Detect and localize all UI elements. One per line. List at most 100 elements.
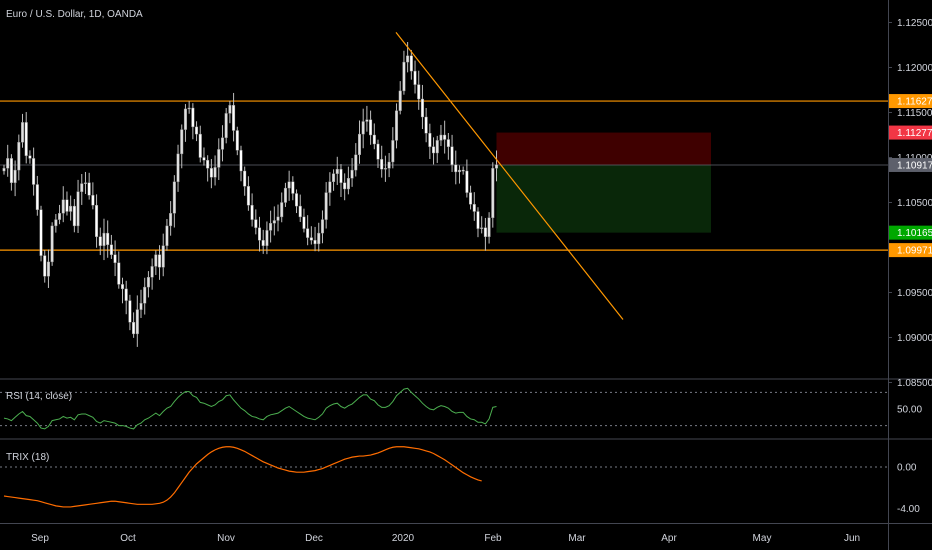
price-badge-label: 1.11627 <box>897 97 932 108</box>
candle <box>350 158 354 187</box>
candle <box>180 124 184 169</box>
x-tick-label: May <box>753 533 772 544</box>
candle-body <box>35 184 39 210</box>
candle <box>276 204 280 232</box>
candle <box>176 144 180 192</box>
rsi-y-tick-label: 50.00 <box>897 405 922 416</box>
candle-body <box>291 181 295 194</box>
candle <box>28 150 32 164</box>
candle-body <box>454 164 458 173</box>
candle-body <box>13 169 17 183</box>
candle-body <box>309 237 313 241</box>
trix-pane[interactable] <box>0 446 888 508</box>
candle <box>143 277 147 315</box>
candle-body <box>158 254 162 268</box>
candle <box>54 214 58 233</box>
candle-body <box>317 232 321 245</box>
candle-body <box>272 220 276 224</box>
candle-body <box>183 108 187 130</box>
candle <box>469 185 473 210</box>
candle <box>335 156 339 185</box>
candle <box>446 133 450 160</box>
candle-body <box>369 119 373 136</box>
candle <box>461 166 465 175</box>
candle <box>491 162 495 228</box>
price-badge <box>889 94 932 109</box>
candle-body <box>313 240 317 245</box>
candle-body <box>328 181 332 193</box>
candle-body <box>361 121 365 135</box>
candle-body <box>39 209 43 256</box>
candle <box>106 220 110 258</box>
candle <box>146 271 150 298</box>
y-tick-label: 1.09000 <box>897 333 932 344</box>
y-tick-label: 1.12500 <box>897 18 932 29</box>
candle <box>239 145 243 182</box>
candle <box>295 189 299 214</box>
candle <box>428 123 432 159</box>
candle <box>213 155 217 186</box>
candle <box>357 120 361 164</box>
candle <box>217 138 221 181</box>
candle <box>32 147 36 196</box>
rsi-pane[interactable] <box>0 387 888 430</box>
candle <box>250 193 254 227</box>
candle <box>61 186 65 223</box>
candle-body <box>91 195 95 206</box>
x-tick-label: Dec <box>305 533 323 544</box>
candle <box>9 154 13 191</box>
candle-body <box>150 266 154 278</box>
candle <box>472 192 476 221</box>
y-tick-label: 1.11500 <box>897 108 932 119</box>
candle-body <box>83 182 87 184</box>
candle <box>465 159 469 198</box>
candle-body <box>376 143 380 160</box>
candle <box>39 205 43 262</box>
candle-body <box>135 309 139 335</box>
candle-body <box>269 222 273 231</box>
candle <box>476 207 480 238</box>
candle <box>409 49 413 80</box>
x-tick-label: Oct <box>120 533 136 544</box>
candle <box>6 144 10 177</box>
x-tick-label: Jun <box>844 533 860 544</box>
candle-body <box>254 219 258 228</box>
candle-body <box>169 213 173 227</box>
candle-body <box>120 284 124 290</box>
y-tick-label: 1.09500 <box>897 288 932 299</box>
candle-body <box>113 254 117 263</box>
candle-body <box>58 213 62 220</box>
candle-body <box>387 161 391 169</box>
candle <box>443 120 447 154</box>
price-badge-label: 1.11277 <box>897 128 932 139</box>
candle-body <box>2 168 6 172</box>
candle-body <box>435 140 439 154</box>
trix-y-tick-label: 0.00 <box>897 462 917 473</box>
trix-line <box>3 446 482 508</box>
candle-body <box>424 116 428 134</box>
candle <box>380 145 384 178</box>
price-pane[interactable] <box>0 32 888 347</box>
candle <box>369 110 373 145</box>
candle <box>457 165 461 184</box>
candle <box>254 209 258 235</box>
candle-body <box>469 192 473 205</box>
candle <box>246 176 250 211</box>
candle <box>243 166 247 196</box>
candle <box>372 123 376 150</box>
candle-body <box>295 193 299 207</box>
candle-body <box>365 119 369 122</box>
candle-body <box>350 169 354 179</box>
candle <box>328 172 332 206</box>
candle-body <box>202 157 206 161</box>
candle-body <box>483 227 487 237</box>
candle-body <box>476 211 480 229</box>
candle <box>65 191 69 216</box>
candle-body <box>232 105 236 131</box>
candle <box>313 226 317 252</box>
candle <box>228 100 232 124</box>
candle <box>46 249 50 288</box>
candle-body <box>187 107 191 110</box>
